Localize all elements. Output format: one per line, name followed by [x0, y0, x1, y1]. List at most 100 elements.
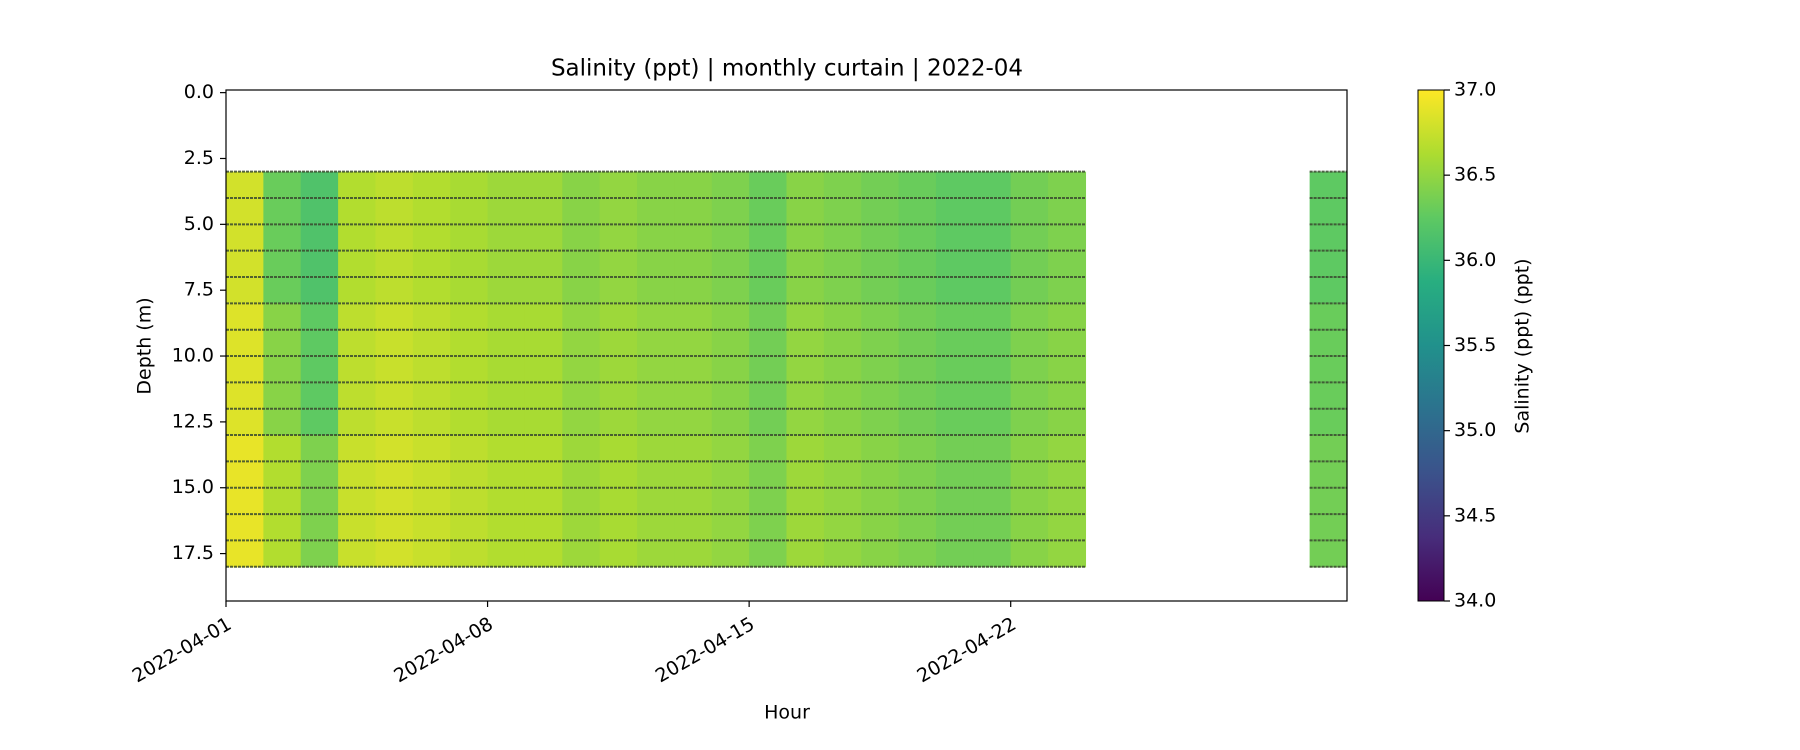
heat-cell [973, 435, 1012, 462]
heat-cell [935, 514, 974, 542]
heat-cell [861, 224, 900, 252]
heat-cell [524, 171, 563, 199]
heat-cell [823, 224, 862, 252]
heat-cell [562, 329, 601, 357]
heat-cell [263, 356, 302, 383]
heat-cell [1048, 303, 1087, 331]
heat-cell [749, 408, 788, 436]
heat-cell [1309, 224, 1348, 252]
heat-cell [637, 540, 675, 568]
heat-cell [786, 329, 825, 357]
heat-cell [711, 250, 750, 278]
heat-cell [1010, 514, 1049, 542]
colorbar-tick-label: 35.5 [1454, 334, 1496, 356]
heat-cell [562, 382, 601, 410]
heat-cell [599, 356, 638, 383]
heat-cell [412, 277, 451, 304]
heat-cell [300, 487, 339, 515]
heat-cell [375, 197, 414, 225]
heat-cell [263, 250, 302, 278]
heat-cell [450, 487, 489, 515]
heat-cell [637, 408, 675, 436]
heat-cell [711, 514, 750, 542]
heat-cell [898, 224, 937, 252]
heat-cell [973, 461, 1012, 489]
heat-cell [300, 356, 339, 383]
heat-cell [263, 435, 302, 462]
heat-cell [338, 514, 377, 542]
y-tick-label: 17.5 [172, 542, 214, 564]
heat-cell [412, 514, 451, 542]
heat-cell [1010, 356, 1049, 383]
heat-cell [711, 224, 750, 252]
x-tick-label: 2022-04-08 [390, 613, 497, 687]
heat-cell [300, 408, 339, 436]
heat-cell [861, 540, 900, 568]
heat-cell [263, 277, 302, 304]
heat-cell [1010, 224, 1049, 252]
heat-cell [375, 303, 414, 331]
heat-cell [450, 171, 489, 199]
heat-cell [1048, 356, 1087, 383]
heat-cell [412, 329, 451, 357]
heat-cell [637, 435, 675, 462]
heat-cell [375, 435, 414, 462]
heat-cell [898, 277, 937, 304]
heat-cell [450, 277, 489, 304]
heat-cell [861, 382, 900, 410]
heat-cell [338, 250, 377, 278]
heat-cell [599, 408, 638, 436]
heat-cell [599, 487, 638, 515]
heat-cell [749, 540, 788, 568]
heat-cell [412, 171, 451, 199]
heat-cell [786, 382, 825, 410]
heat-cell [1309, 171, 1348, 199]
heat-cell [973, 408, 1012, 436]
heat-cell [226, 329, 264, 357]
heat-cell [823, 356, 862, 383]
heat-cell [412, 303, 451, 331]
heat-cell [823, 382, 862, 410]
heat-cell [1010, 408, 1049, 436]
heat-cell [487, 540, 526, 568]
heat-cell [375, 250, 414, 278]
heat-cell [637, 250, 675, 278]
heat-cell [524, 435, 563, 462]
heat-cell [375, 514, 414, 542]
heat-cell [263, 382, 302, 410]
heat-cell [786, 514, 825, 542]
heat-cell [749, 461, 788, 489]
heat-cell [375, 356, 414, 383]
heat-cell [973, 171, 1012, 199]
x-tick-label: 2022-04-15 [652, 613, 759, 687]
heat-cell [823, 250, 862, 278]
heat-cell [450, 303, 489, 331]
heat-cell [487, 224, 526, 252]
heat-cell [524, 197, 563, 225]
heat-cell [226, 540, 264, 568]
heat-cell [711, 197, 750, 225]
heat-cell [300, 540, 339, 568]
heat-cell [524, 277, 563, 304]
heat-cell [749, 197, 788, 225]
heat-cell [487, 329, 526, 357]
heat-cell [226, 514, 264, 542]
heat-cell [1048, 250, 1087, 278]
heat-cell [786, 408, 825, 436]
heat-cell [487, 250, 526, 278]
heat-cell [749, 435, 788, 462]
heat-cell [375, 461, 414, 489]
heat-cell [226, 197, 264, 225]
heat-cell [1309, 356, 1348, 383]
heat-cell [674, 487, 713, 515]
heat-cell [1048, 487, 1087, 515]
heat-cell [711, 461, 750, 489]
heat-cell [599, 224, 638, 252]
heat-cell [637, 171, 675, 199]
heat-cell [375, 171, 414, 199]
heat-cell [338, 303, 377, 331]
heat-cell [711, 356, 750, 383]
colorbar-tick-label: 36.0 [1454, 249, 1496, 271]
heat-cell [450, 356, 489, 383]
heat-cell [1010, 277, 1049, 304]
